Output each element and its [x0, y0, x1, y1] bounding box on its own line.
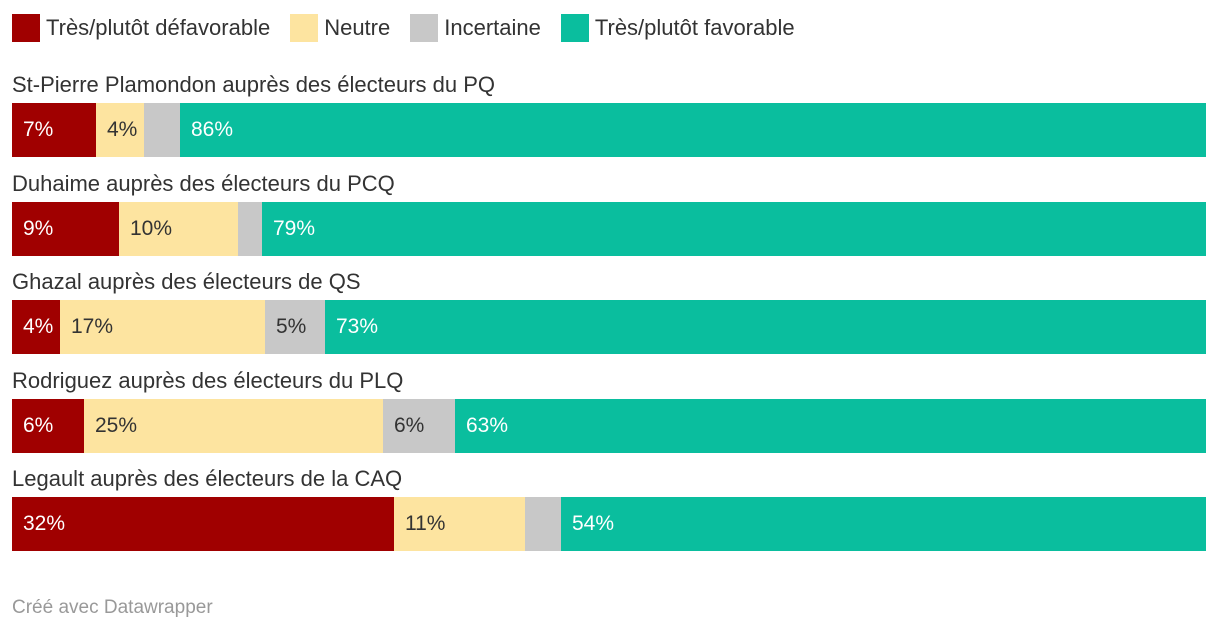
bar-segment: 9% [12, 201, 119, 256]
bar-segment: 25% [84, 398, 383, 453]
legend-item: Neutre [290, 14, 390, 42]
bar-segment: 4% [12, 300, 60, 354]
row-title: St-Pierre Plamondon auprès des électeurs… [12, 72, 496, 97]
bar-segment: 6% [383, 398, 455, 453]
data-label: 86% [191, 118, 234, 141]
legend-swatch [12, 14, 40, 42]
row-title: Ghazal auprès des électeurs de QS [12, 269, 361, 294]
data-label: 73% [336, 315, 379, 338]
data-label: 25% [95, 413, 138, 437]
legend-label: Très/plutôt défavorable [46, 15, 271, 40]
bar-segment [238, 201, 262, 256]
data-label: 32% [23, 512, 66, 535]
data-label: 4% [23, 315, 54, 338]
bar-segment: 10% [119, 201, 238, 256]
legend-item: Incertaine [410, 14, 541, 42]
legend-swatch [560, 14, 589, 42]
footer-credit: Créé avec Datawrapper [12, 597, 213, 618]
legend: Très/plutôt défavorable Neutre Incertaine T… [12, 13, 815, 43]
legend-item: Très/plutôt favorable [560, 14, 795, 42]
data-label: 7% [23, 118, 54, 141]
bar-segment: 79% [262, 201, 1206, 256]
bar-segment: 63% [455, 398, 1206, 453]
bar-segment: 17% [60, 300, 265, 354]
row-title: Duhaime auprès des électeurs du PCQ [12, 170, 395, 196]
data-label: 17% [71, 315, 114, 338]
stacked-bar: 7% 4% 86% [12, 103, 1206, 157]
legend-swatch [410, 14, 439, 42]
bar-segment: 86% [180, 103, 1206, 157]
data-label: 11% [405, 512, 446, 535]
data-label: 10% [130, 216, 173, 240]
bar-segment [525, 497, 561, 551]
data-label: 5% [276, 315, 307, 338]
legend-swatch [290, 14, 319, 42]
stacked-bar: 32% 11% 54% [12, 497, 1206, 551]
legend-item: Très/plutôt défavorable [12, 14, 270, 42]
bar-segment: 4% [96, 103, 144, 157]
bar-segment: 54% [561, 497, 1206, 551]
stacked-bar: 9% 10% 79% [12, 201, 1206, 256]
data-label: 63% [466, 413, 509, 437]
legend-label: Neutre [324, 15, 391, 40]
data-label: 79% [273, 216, 316, 240]
data-label: 54% [572, 512, 615, 535]
data-label: 4% [107, 118, 138, 141]
legend-label: Très/plutôt favorable [594, 15, 795, 40]
row-title: Rodriguez auprès des électeurs du PLQ [12, 367, 404, 393]
bar-segment: 5% [265, 300, 325, 354]
data-label: 6% [394, 413, 425, 437]
bar-segment: 7% [12, 103, 96, 157]
bar-segment: 32% [12, 497, 394, 551]
data-label: 6% [23, 413, 54, 437]
bar-segment: 11% [394, 497, 525, 551]
data-label: 9% [23, 216, 54, 240]
stacked-bar: 4% 17% 5% 73% [12, 300, 1206, 354]
legend-label: Incertaine [444, 15, 541, 40]
row-title: Legault auprès des électeurs de la CAQ [12, 466, 403, 491]
bar-segment: 73% [325, 300, 1206, 354]
bar-segment [144, 103, 180, 157]
bar-segment: 6% [12, 398, 84, 453]
stacked-bar: 6% 25% 6% 63% [12, 398, 1206, 453]
